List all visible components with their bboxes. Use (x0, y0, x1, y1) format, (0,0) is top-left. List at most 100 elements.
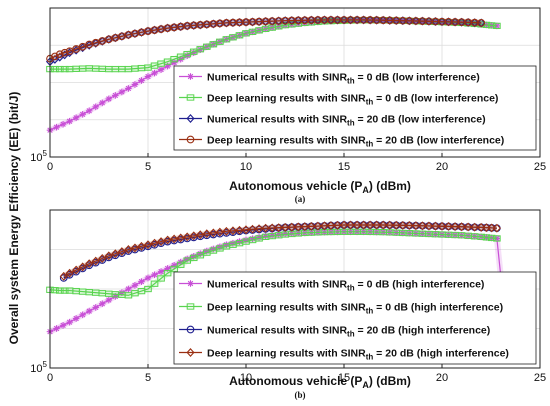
data-point (105, 296, 113, 304)
data-point (451, 222, 460, 232)
data-point (379, 220, 388, 230)
data-point (222, 226, 231, 236)
data-point (144, 274, 152, 282)
data-point (444, 221, 453, 231)
data-point (228, 226, 237, 236)
data-point (281, 222, 290, 232)
data-point (255, 224, 264, 234)
data-point (125, 85, 132, 92)
data-point (138, 77, 145, 84)
data-point (131, 282, 139, 289)
legend-entry-num20: Numerical results with SINRth = 20 dB (h… (179, 324, 490, 338)
data-point (92, 304, 100, 311)
data-point (170, 59, 178, 66)
legend: Numerical results with SINRth = 0 dB (hi… (173, 271, 537, 365)
data-point (248, 224, 257, 234)
data-point (202, 229, 211, 239)
data-point (72, 45, 81, 55)
data-point (144, 285, 152, 293)
data-point (138, 278, 145, 285)
data-point (482, 223, 491, 233)
data-point (189, 231, 198, 241)
series-dl20 (59, 220, 501, 281)
data-point (79, 110, 86, 118)
data-point (144, 73, 152, 80)
data-point (85, 259, 94, 269)
legend-entry-dl20: Deep learning results with SINRth = 20 d… (179, 347, 509, 361)
data-point (170, 234, 179, 244)
data-point (437, 221, 447, 231)
x-tick-label: 25 (534, 161, 546, 173)
data-point (366, 220, 375, 230)
data-point (53, 123, 60, 131)
data-point (339, 220, 349, 230)
data-point (418, 221, 427, 231)
data-point (235, 225, 244, 235)
chart-panel-b: 0 5 10 15 20 25 105 Autonomous vehicle (PA) (dB… (30, 209, 546, 400)
data-point (130, 243, 139, 253)
data-point (143, 240, 153, 250)
x-tick-label: 15 (338, 161, 350, 173)
y-tick-label: 105 (30, 360, 47, 375)
data-point (163, 235, 172, 245)
data-point (124, 245, 133, 254)
data-point (78, 262, 87, 272)
legend-label: Deep learning results with SINRth = 20 d… (207, 134, 504, 148)
data-point (196, 230, 205, 240)
data-point (307, 221, 316, 231)
data-point (157, 268, 165, 275)
data-point (411, 221, 420, 231)
data-point (125, 285, 132, 293)
data-point (353, 220, 362, 230)
legend-label: Deep learning results with SINRth = 20 d… (207, 347, 509, 361)
data-point (151, 69, 158, 77)
legend-entry-dl0: Deep learning results with SINRth = 0 dB… (179, 301, 503, 315)
data-point (424, 221, 433, 231)
x-tick-label: 0 (47, 161, 53, 173)
series-line (49, 231, 497, 296)
data-point (118, 88, 126, 96)
data-point (294, 222, 303, 232)
panel-label: (b) (295, 390, 306, 400)
data-point (91, 256, 100, 266)
data-point (333, 220, 342, 230)
data-point (53, 325, 60, 332)
data-point (209, 228, 218, 238)
data-point (79, 311, 86, 319)
x-tick-label: 20 (436, 372, 448, 384)
data-point (51, 52, 59, 61)
data-point (176, 233, 185, 243)
data-point (60, 65, 69, 73)
data-point (72, 114, 80, 122)
data-point (268, 223, 277, 233)
legend-label: Numerical results with SINRth = 20 dB (h… (207, 324, 490, 338)
data-point (131, 81, 139, 88)
data-point (477, 233, 485, 241)
data-point (150, 238, 159, 248)
data-point (111, 249, 120, 259)
data-point (183, 232, 192, 242)
data-point (482, 234, 491, 241)
data-point (78, 42, 87, 51)
axes-frame (49, 7, 541, 158)
data-point (241, 225, 251, 235)
data-point (85, 307, 93, 315)
data-point (372, 220, 381, 230)
data-point (66, 318, 73, 326)
panel-label: (a) (295, 194, 306, 204)
data-point (320, 221, 329, 231)
data-point (346, 220, 355, 230)
x-tick-label: 5 (145, 161, 151, 173)
data-point (85, 107, 93, 115)
x-tick-label: 10 (240, 161, 252, 173)
x-axis-label: Autonomous vehicle (PA) (dBm) (229, 179, 411, 195)
data-point (105, 95, 113, 103)
legend-entry-num0: Numerical results with SINRth = 0 dB (lo… (179, 71, 480, 85)
data-point (55, 50, 64, 59)
x-axis-label: Autonomous vehicle (PA) (dBm) (229, 374, 411, 390)
x-tick-label: 10 (240, 372, 252, 384)
data-point (487, 22, 496, 29)
x-tick-label: 5 (145, 372, 151, 384)
data-point (59, 120, 67, 128)
